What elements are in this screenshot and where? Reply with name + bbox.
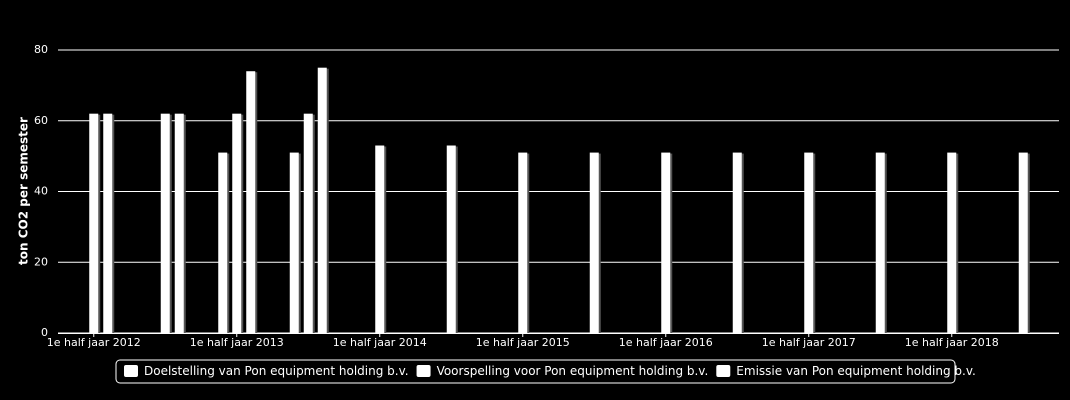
bar (661, 152, 671, 333)
bar (174, 113, 184, 333)
bar (589, 152, 599, 333)
legend-swatch[interactable] (716, 365, 731, 377)
bar (289, 152, 299, 333)
legend-label[interactable]: Voorspelling voor Pon equipment holding … (437, 364, 709, 378)
x-tick-label: 1e half jaar 2015 (476, 336, 570, 349)
x-tick-label: 1e half jaar 2016 (619, 336, 713, 349)
x-tick-label: 1e half jaar 2013 (190, 336, 284, 349)
x-tick-label: 1e half jaar 2012 (47, 336, 141, 349)
bar (303, 113, 313, 333)
x-tick-label: 1e half jaar 2018 (905, 336, 999, 349)
bar (246, 71, 256, 333)
y-tick-label: 60 (34, 114, 48, 127)
bar (804, 152, 814, 333)
legend-swatch[interactable] (416, 365, 431, 377)
y-tick-label: 40 (34, 185, 48, 198)
bar (89, 113, 99, 333)
bar (518, 152, 528, 333)
legend-swatch[interactable] (124, 365, 138, 377)
y-axis-title: ton CO2 per semester (17, 117, 31, 265)
bar (317, 67, 327, 333)
legend-label[interactable]: Emissie van Pon equipment holding b.v. (736, 364, 976, 378)
y-tick-label: 0 (41, 326, 48, 339)
legend-box (115, 359, 956, 384)
x-tick-label: 1e half jaar 2017 (762, 336, 856, 349)
bar (103, 113, 113, 333)
bar (375, 145, 385, 333)
bar (218, 152, 228, 333)
bar (875, 152, 885, 333)
bar (1018, 152, 1028, 333)
y-tick-label: 20 (34, 255, 48, 268)
y-tick-label: 80 (34, 43, 48, 56)
bar (446, 145, 456, 333)
bar (947, 152, 957, 333)
legend-label[interactable]: Doelstelling van Pon equipment holding b… (144, 364, 409, 378)
bar (232, 113, 242, 333)
bar (160, 113, 170, 333)
bar (732, 152, 742, 333)
x-tick-label: 1e half jaar 2014 (333, 336, 427, 349)
